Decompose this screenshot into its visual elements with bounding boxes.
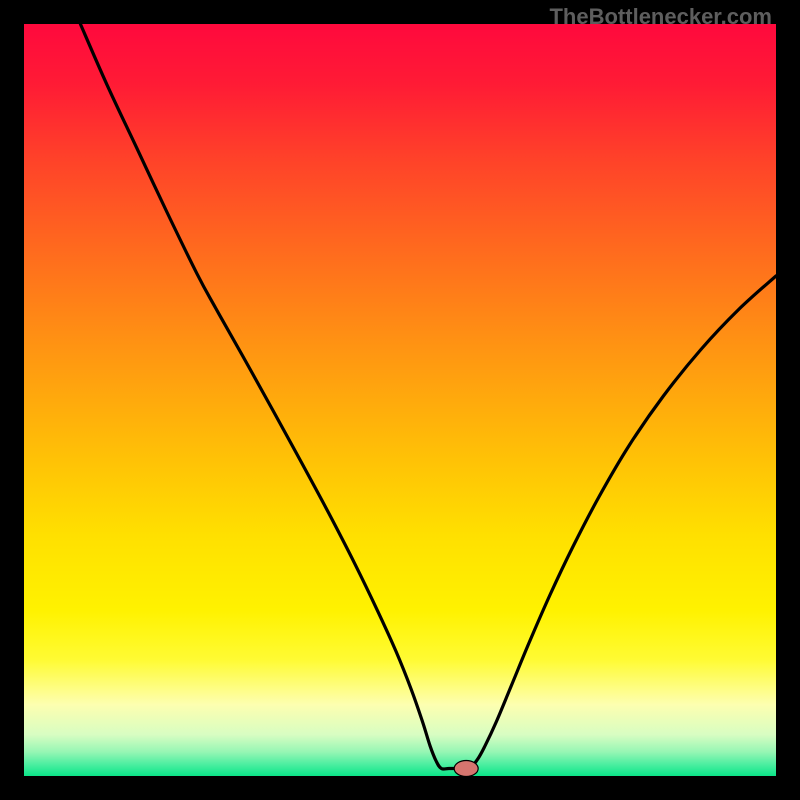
chart-frame: TheBottlenecker.com <box>0 0 800 800</box>
plot-area <box>24 24 776 776</box>
minimum-marker <box>454 760 478 776</box>
gradient-chart-svg <box>24 24 776 776</box>
